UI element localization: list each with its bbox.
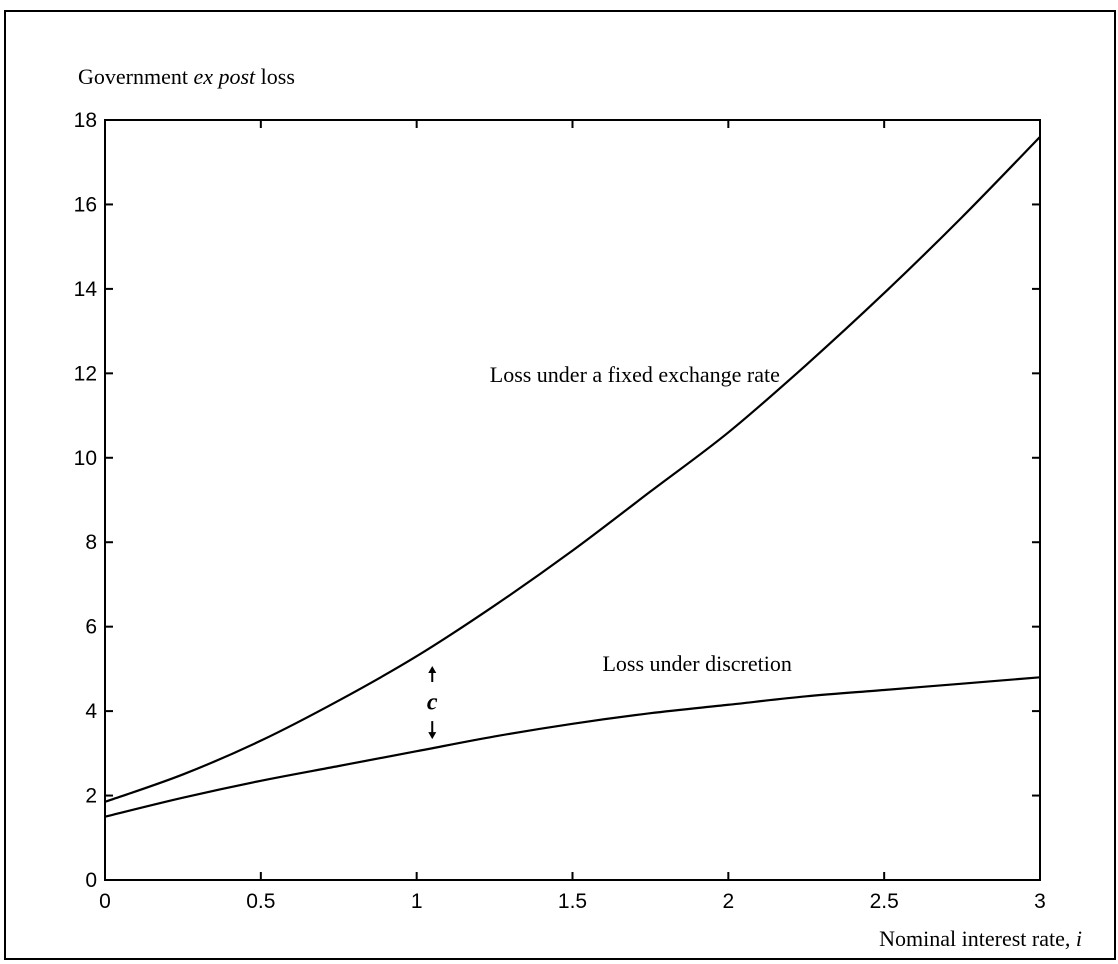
discretion-label: Loss under discretion [602,651,791,676]
y-tick-label: 8 [85,531,97,554]
x-tick-label: 1 [411,890,423,913]
x-tick-label: 0.5 [246,890,275,913]
fixed-exchange-rate-label: Loss under a fixed exchange rate [490,362,780,387]
gap-label-c: c [427,690,438,716]
gap-arrow-up-head [428,666,437,673]
y-axis-label-part1: Government [78,64,193,89]
x-axis-label: Nominal interest rate, i [879,926,1082,951]
y-tick-label: 12 [74,362,97,385]
line-chart: Government ex post loss 0 0.5 1 1.5 2 2.5 3 0 2 4… [74,64,1082,951]
figure-frame: Government ex post loss 0 0.5 1 1.5 2 2.5 3 0 2 4… [4,10,1116,960]
plot-area [104,119,1041,881]
annotations: Loss under a fixed exchange rate Loss und… [427,362,792,740]
x-tick-label: 2.5 [870,890,899,913]
x-tick-label: 1.5 [558,890,587,913]
x-tick-label: 0 [99,890,111,913]
x-axis-label-part2: i [1076,926,1082,951]
y-tick-label: 4 [85,700,97,723]
y-tick-label: 14 [74,278,98,301]
series-group [104,136,1041,818]
discretion-line [104,676,1041,818]
y-axis-label-part2: ex post [193,64,256,89]
y-tick-label: 0 [85,869,97,892]
y-axis-label: Government ex post loss [78,64,295,89]
gap-arrow-down-head [428,732,437,740]
y-tick-label: 18 [74,109,97,132]
x-axis-label-part1: Nominal interest rate, [879,926,1076,951]
y-tick-label: 6 [85,616,97,639]
y-tick-label: 10 [74,447,97,470]
x-tick-label: 2 [722,890,734,913]
y-tick-label: 16 [74,193,97,216]
axis-ticks: 0 0.5 1 1.5 2 2.5 3 0 2 4 6 8 10 12 14 16 18 [74,109,1046,913]
y-tick-label: 2 [85,785,97,808]
x-tick-label: 3 [1034,890,1046,913]
fixed-exchange-rate-line [104,136,1041,803]
y-axis-label-part3: loss [255,64,295,89]
